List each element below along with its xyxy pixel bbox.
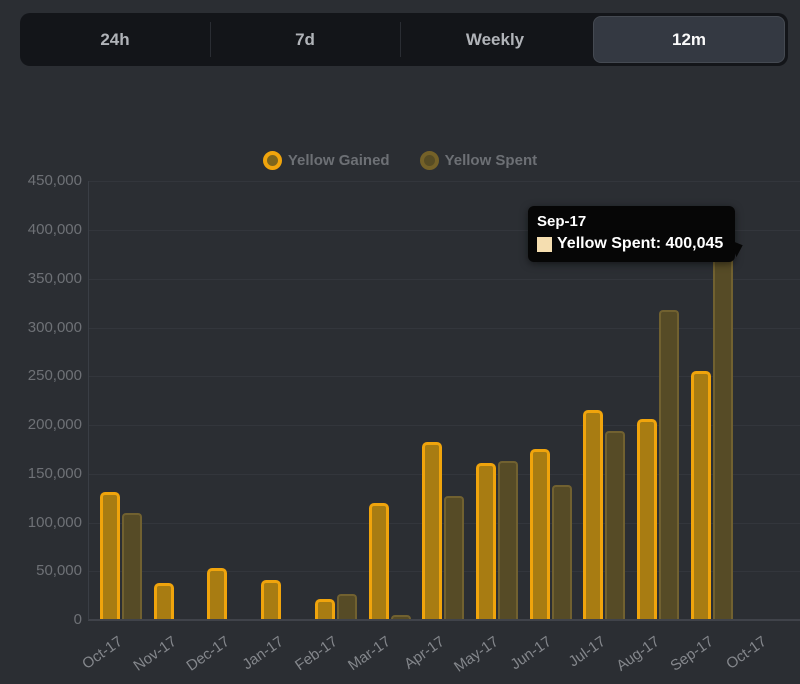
gridline <box>88 278 800 280</box>
yellow-spent-bar-aug-17[interactable] <box>659 309 679 619</box>
legend-label: Yellow Gained <box>287 151 390 169</box>
x-axis-tick-label: Sep-17 <box>666 633 717 675</box>
y-axis-tick-label: 400,000 <box>27 221 82 239</box>
gridline <box>88 522 800 524</box>
x-axis-tick-label: Feb-17 <box>291 633 341 675</box>
tooltip-series-swatch <box>537 236 552 252</box>
x-axis-tick-label: Dec-17 <box>183 633 234 675</box>
yellow-gained-bar-aug-17[interactable] <box>637 419 657 619</box>
x-axis-tick-label: Aug-17 <box>613 633 663 675</box>
yellow-gained-bar-jun-17[interactable] <box>529 449 550 619</box>
tab-24h[interactable]: 24h <box>20 13 210 66</box>
x-axis-line <box>88 619 800 621</box>
y-axis-tick-label: 250,000 <box>27 367 82 385</box>
tooltip-title: Sep-17 <box>537 213 587 230</box>
gridline <box>88 473 800 475</box>
y-axis-tick-label: 50,000 <box>36 562 82 580</box>
yellow-gained-bar-may-17[interactable] <box>475 463 496 619</box>
gridline <box>88 327 800 329</box>
gridline <box>88 425 800 427</box>
yellow-gained-bar-dec-17[interactable] <box>207 568 228 619</box>
gridline <box>88 230 800 232</box>
yellow-gained-bar-mar-17[interactable] <box>368 503 389 619</box>
legend-label: Yellow Spent <box>444 151 538 169</box>
chart-legend: Yellow Gained Yellow Spent <box>0 148 800 172</box>
tab-label: 7d <box>295 29 315 49</box>
time-range-tabbar: 24h 7d Weekly 12m <box>20 13 788 66</box>
yellow-spent-bar-apr-17[interactable] <box>444 496 465 619</box>
legend-marker-icon <box>419 150 439 170</box>
y-axis-tick-label: 300,000 <box>27 318 82 336</box>
yellow-gained-bar-feb-17[interactable] <box>314 598 335 619</box>
gridline <box>88 376 800 378</box>
x-axis-tick-label: Oct-17 <box>723 633 771 673</box>
x-axis-tick-label: Apr-17 <box>401 633 448 673</box>
x-axis-tick-label: Mar-17 <box>345 633 395 675</box>
tab-7d[interactable]: 7d <box>210 13 400 66</box>
yellow-spent-bar-oct-17[interactable] <box>122 512 142 619</box>
tooltip-value-text: Yellow Spent: 400,045 <box>557 235 724 252</box>
y-axis-tick-label: 150,000 <box>27 464 82 482</box>
yellow-spent-bar-may-17[interactable] <box>497 461 518 619</box>
tab-12m[interactable]: 12m <box>593 16 785 63</box>
x-axis-tick-label: Nov-17 <box>129 633 180 675</box>
yellow-gained-bar-jan-17[interactable] <box>261 580 282 619</box>
x-axis-tick-label: May-17 <box>450 633 502 676</box>
x-axis-tick-label: Oct-17 <box>78 633 126 673</box>
yellow-gained-bar-sep-17[interactable] <box>690 371 711 619</box>
gridline <box>88 181 800 183</box>
x-axis-tick-label: Jun-17 <box>507 633 556 674</box>
y-axis-tick-label: 350,000 <box>27 269 82 287</box>
yellow-gained-bar-apr-17[interactable] <box>422 441 443 619</box>
tab-weekly[interactable]: Weekly <box>400 13 590 66</box>
chart-tooltip: Sep-17 Yellow Spent: 400,045 <box>528 206 747 262</box>
yellow-spent-bar-mar-17[interactable] <box>390 615 411 619</box>
tab-label: Weekly <box>465 29 525 49</box>
yellow-spent-bar-jul-17[interactable] <box>605 430 626 619</box>
y-axis-tick-label: 0 <box>73 611 82 628</box>
legend-item-yellow-spent[interactable]: Yellow Spent <box>419 150 538 170</box>
y-axis-line <box>88 181 89 620</box>
yellow-gained-bar-oct-17[interactable] <box>100 492 120 619</box>
tab-label: 24h <box>100 29 130 49</box>
yellow-spent-bar-sep-17[interactable] <box>712 230 733 619</box>
tab-label: 12m <box>671 29 707 49</box>
yellow-spent-bar-jun-17[interactable] <box>551 485 572 619</box>
y-axis-tick-label: 100,000 <box>27 513 82 531</box>
legend-marker-icon <box>262 150 282 170</box>
yellow-gained-bar-nov-17[interactable] <box>153 582 174 619</box>
yellow-gained-bar-jul-17[interactable] <box>583 410 604 619</box>
x-axis-tick-label: Jan-17 <box>239 633 287 674</box>
yellow-spent-bar-feb-17[interactable] <box>336 593 357 619</box>
legend-item-yellow-gained[interactable]: Yellow Gained <box>262 150 390 170</box>
y-axis-tick-label: 450,000 <box>27 172 82 190</box>
gridline <box>88 571 800 573</box>
x-axis-tick-label: Jul-17 <box>565 633 609 671</box>
y-axis-tick-label: 200,000 <box>27 416 82 434</box>
